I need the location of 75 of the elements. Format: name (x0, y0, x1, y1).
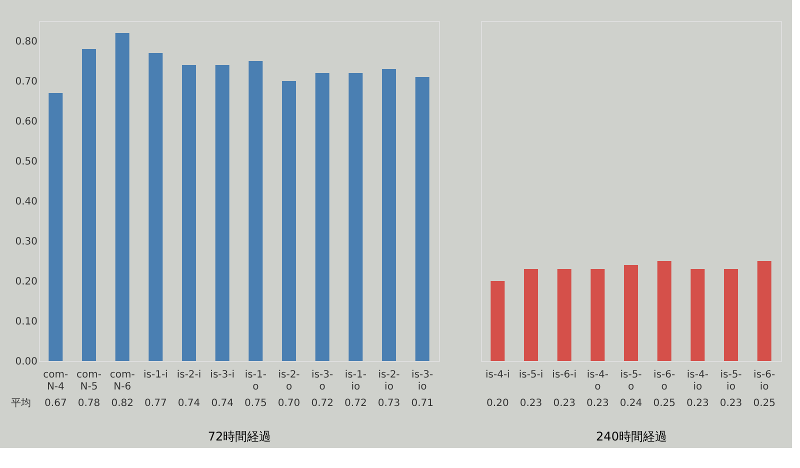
bar (557, 269, 572, 361)
y-tick-label: 0.70 (15, 76, 38, 88)
x-tick-label: is-2- io (378, 370, 400, 392)
data-label: 0.74 (178, 398, 200, 409)
x-tick-label: is-1- io (344, 370, 367, 392)
data-label: 0.23 (586, 398, 609, 409)
y-tick-label: 0.00 (15, 356, 38, 368)
bar (590, 269, 605, 361)
x-tick-label: is-3- io (412, 370, 434, 392)
data-label: 0.74 (211, 398, 234, 409)
x-tick-label: is-5- o (620, 370, 642, 392)
x-tick-label: is-3- o (312, 370, 334, 392)
y-tick-label: 0.40 (15, 196, 38, 208)
y-tick-label: 0.50 (15, 156, 38, 168)
x-tick-label: is-4-i (485, 370, 510, 380)
data-label: 0.70 (278, 398, 300, 409)
bar (657, 261, 672, 361)
x-tick-label: is-2-i (176, 370, 202, 380)
bar (757, 261, 772, 361)
bar (215, 65, 230, 361)
x-tick-label: is-4- o (586, 370, 609, 392)
data-label: 0.23 (553, 398, 576, 409)
bar (724, 269, 738, 361)
data-label: 0.67 (44, 398, 67, 409)
bar (82, 49, 96, 361)
bar (315, 73, 330, 361)
data-label: 0.73 (378, 398, 400, 409)
x-tick-label: is-1- o (244, 370, 267, 392)
bar (415, 77, 430, 361)
bar (115, 33, 130, 361)
x-tick-label: is-1-i (143, 370, 168, 380)
x-tick-label: is-6-i (552, 370, 577, 380)
data-label: 0.72 (344, 398, 367, 409)
data-label: 0.23 (720, 398, 742, 409)
bar (48, 93, 63, 361)
x-tick-label: is-5- io (720, 370, 742, 392)
data-label: 0.78 (78, 398, 100, 409)
bar (348, 73, 363, 361)
y-tick-label: 0.30 (15, 236, 38, 248)
bar (182, 65, 196, 361)
data-label: 0.72 (311, 398, 334, 409)
bar (490, 281, 505, 361)
bar (148, 53, 163, 361)
bar (624, 265, 638, 361)
bar (382, 69, 396, 361)
data-label: 0.25 (653, 398, 676, 409)
x-tick-label: is-3-i (210, 370, 235, 380)
x-tick-label: is-6- o (654, 370, 676, 392)
x-tick-label: com- N-6 (110, 370, 136, 392)
x-tick-label: com- N-4 (43, 370, 69, 392)
data-label: 0.77 (144, 398, 167, 409)
x-tick-label: is-2- o (278, 370, 300, 392)
bar (282, 81, 296, 361)
x-tick-label: com- N-5 (76, 370, 102, 392)
x-axis-title: 240時間経過 (596, 430, 667, 444)
data-label: 0.24 (620, 398, 642, 409)
bar (248, 61, 263, 361)
data-label: 0.25 (753, 398, 776, 409)
data-label: 0.75 (244, 398, 267, 409)
y-tick-label: 0.10 (15, 316, 38, 328)
data-label: 0.82 (111, 398, 134, 409)
data-label: 0.23 (686, 398, 709, 409)
x-tick-label: is-5-i (518, 370, 544, 380)
data-label: 0.71 (411, 398, 434, 409)
text: 平均 (11, 397, 31, 409)
y-tick-label: 0.60 (15, 116, 38, 128)
data-label: 0.23 (520, 398, 542, 409)
y-tick-label: 0.20 (15, 276, 38, 288)
x-axis-title: 72時間経過 (208, 430, 272, 444)
x-tick-label: is-4- io (686, 370, 709, 392)
data-label: 0.20 (486, 398, 509, 409)
bar (690, 269, 705, 361)
bar (524, 269, 538, 361)
x-tick-label: is-6- io (754, 370, 776, 392)
y-tick-label: 0.80 (15, 36, 38, 48)
